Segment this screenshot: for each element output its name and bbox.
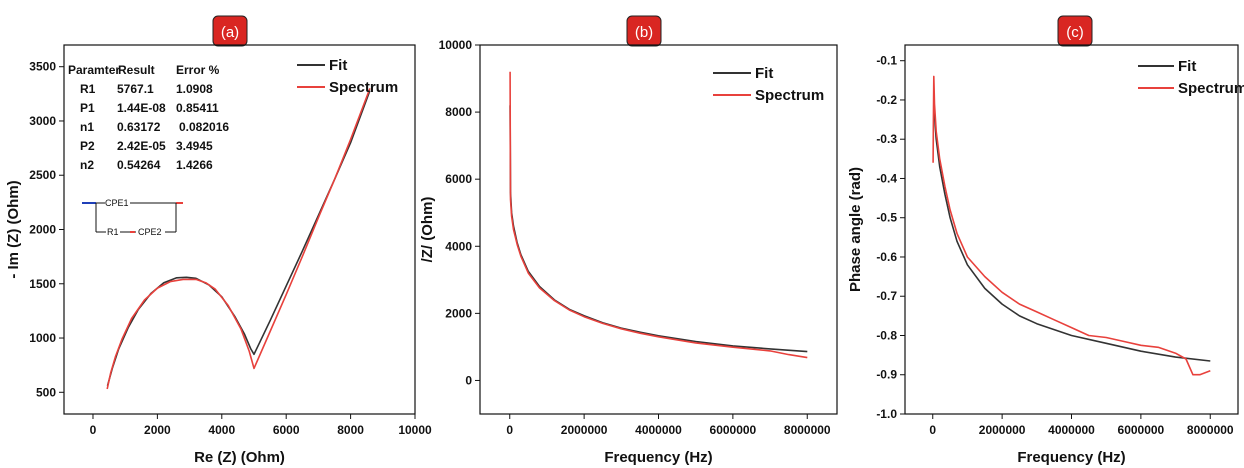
table-header-parameter: Paramter — [68, 63, 120, 77]
legend-label: Fit — [1178, 58, 1196, 75]
y-tick-label: 500 — [36, 385, 56, 399]
panel-tag-box — [1057, 15, 1093, 47]
legend-label: Spectrum — [755, 87, 824, 104]
legend: Fit Spectrum — [1138, 58, 1244, 97]
y-tick-label: -0.3 — [876, 132, 897, 146]
legend-label: Fit — [329, 57, 347, 74]
y-tick-label: 8000 — [445, 105, 472, 119]
y-tick-label: -0.1 — [876, 54, 897, 68]
table-cell: R1 — [80, 82, 96, 96]
table-cell: n1 — [80, 120, 94, 134]
x-tick-label: 8000000 — [1187, 423, 1234, 437]
series-line-spectrum — [932, 75, 1211, 376]
y-axis-title: Phase angle (rad) — [847, 167, 864, 292]
table-cell: 0.54264 — [117, 158, 161, 172]
y-axis-title: /Z/ (Ohm) — [419, 197, 436, 263]
series-line-spectrum — [509, 71, 808, 359]
table-cell: 1.4266 — [176, 158, 213, 172]
circuit-label-r1: R1 — [107, 227, 119, 237]
panel-tag-label: (b) — [635, 24, 653, 41]
table-cell: 5767.1 — [117, 82, 154, 96]
x-axis-title: Re (Z) (Ohm) — [194, 449, 285, 466]
x-tick-label: 0 — [90, 423, 97, 437]
series-line-fit — [509, 105, 808, 353]
x-tick-label: 4000 — [208, 423, 235, 437]
legend: Fit Spectrum — [297, 57, 398, 96]
table-cell: n2 — [80, 158, 94, 172]
y-tick-label: 6000 — [445, 172, 472, 186]
y-tick-label: 2500 — [29, 168, 56, 182]
panel-tag-label: (a) — [221, 24, 239, 41]
table-cell: 0.082016 — [179, 120, 229, 134]
x-tick-label: 2000000 — [979, 423, 1026, 437]
y-tick-label: -0.2 — [876, 93, 897, 107]
y-tick-label: -1.0 — [876, 407, 897, 421]
table-cell: P1 — [80, 101, 95, 115]
table-cell: 1.0908 — [176, 82, 213, 96]
panel-tag-box — [626, 15, 662, 47]
table-header-result: Result — [118, 63, 155, 77]
y-tick-label: 0 — [465, 373, 472, 387]
x-tick-label: 8000 — [337, 423, 364, 437]
panel-tag-label: (c) — [1066, 24, 1084, 41]
y-tick-label: -0.6 — [876, 250, 897, 264]
table-header-error: Error % — [176, 63, 220, 77]
x-tick-label: 8000000 — [784, 423, 831, 437]
y-tick-label: -0.5 — [876, 211, 897, 225]
panel-tag: (a) — [212, 15, 248, 47]
y-tick-label: 3500 — [29, 60, 56, 74]
series-line-fit — [933, 99, 1211, 362]
x-tick-label: 4000000 — [635, 423, 682, 437]
panel-b: (b) 0 2000000 4000000 6000000 8000000 0 2000 400… — [419, 15, 838, 466]
y-tick-label: -0.7 — [876, 289, 897, 303]
series-line-fit — [106, 90, 371, 387]
y-tick-label: 2000 — [29, 223, 56, 237]
x-axis-title: Frequency (Hz) — [1017, 449, 1125, 466]
equivalent-circuit: CPE1 R1 CPE2 — [82, 198, 183, 237]
x-tick-label: 6000000 — [710, 423, 757, 437]
y-tick-label: 1500 — [29, 277, 56, 291]
y-axis-title: - Im (Z) (Ohm) — [5, 180, 22, 278]
y-tick-label: 3000 — [29, 114, 56, 128]
panel-tag: (c) — [1057, 15, 1093, 47]
x-tick-label: 2000000 — [561, 423, 608, 437]
y-tick-label: 2000 — [445, 306, 472, 320]
parameter-table: Paramter Result Error % R1 5767.1 1.0908… — [68, 63, 229, 172]
y-tick-label: 4000 — [445, 239, 472, 253]
series-line-spectrum — [106, 88, 371, 390]
panel-a: (a) 0 2000 4000 6000 8000 10000 500 1000 1500 2000… — [5, 15, 432, 466]
x-tick-label: 2000 — [144, 423, 171, 437]
y-tick-label: -0.4 — [876, 171, 897, 185]
y-tick-label: 10000 — [439, 38, 473, 52]
table-cell: 1.44E-08 — [117, 101, 166, 115]
x-tick-label: 0 — [929, 423, 936, 437]
table-cell: P2 — [80, 139, 95, 153]
legend-label: Spectrum — [329, 79, 398, 96]
panel-tag-box — [212, 15, 248, 47]
legend: Fit Spectrum — [713, 65, 824, 104]
x-axis-title: Frequency (Hz) — [604, 449, 712, 466]
legend-label: Spectrum — [1178, 80, 1244, 97]
y-tick-label: -0.8 — [876, 328, 897, 342]
table-cell: 3.4945 — [176, 139, 213, 153]
circuit-label-cpe2: CPE2 — [138, 227, 162, 237]
x-tick-label: 6000 — [273, 423, 300, 437]
circuit-label-cpe1: CPE1 — [105, 198, 129, 208]
table-cell: 0.63172 — [117, 120, 161, 134]
panel-tag: (b) — [626, 15, 662, 47]
table-cell: 2.42E-05 — [117, 139, 166, 153]
table-cell: 0.85411 — [176, 101, 219, 115]
x-tick-label: 10000 — [398, 423, 432, 437]
y-tick-label: 1000 — [29, 331, 56, 345]
x-tick-label: 4000000 — [1048, 423, 1095, 437]
panel-c: (c) 0 2000000 4000000 6000000 8000000 -1.0 -0.9… — [847, 15, 1244, 466]
legend-label: Fit — [755, 65, 773, 82]
x-tick-label: 6000000 — [1118, 423, 1165, 437]
y-tick-label: -0.9 — [876, 368, 897, 382]
x-tick-label: 0 — [506, 423, 513, 437]
